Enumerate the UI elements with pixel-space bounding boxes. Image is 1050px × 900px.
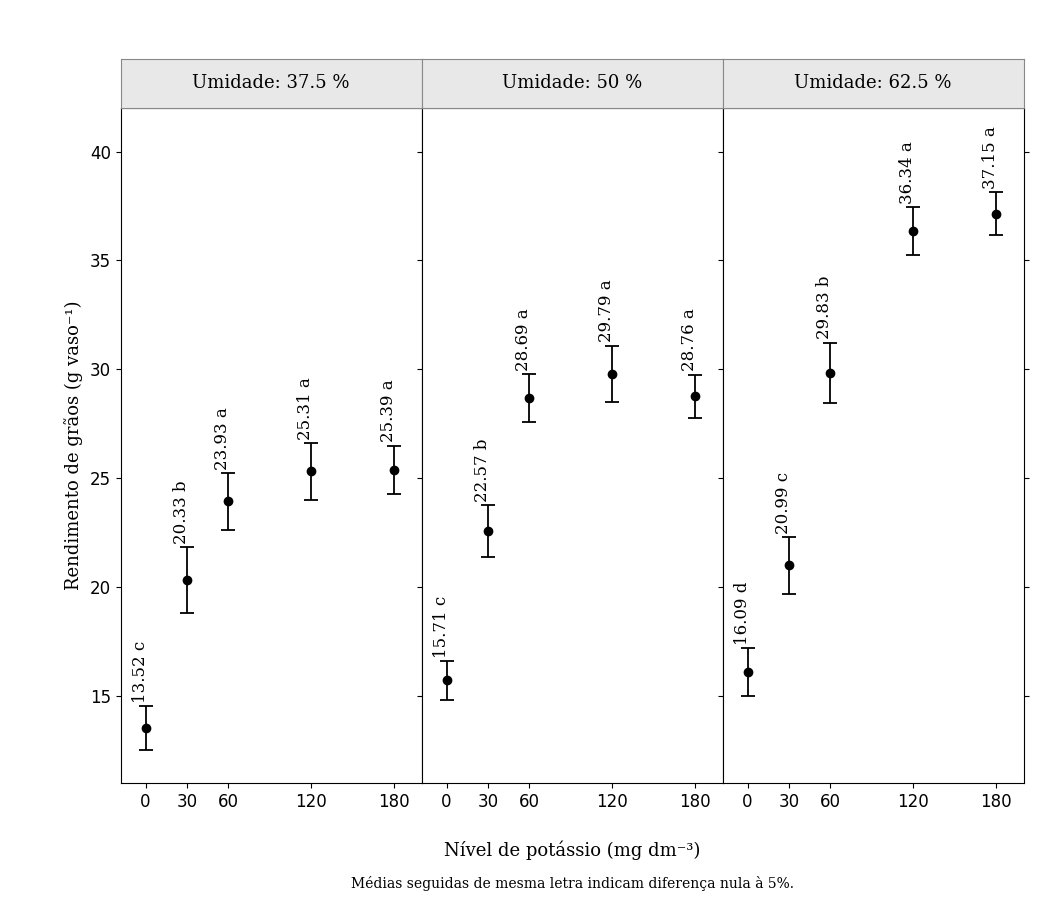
Text: Umidade: 62.5 %: Umidade: 62.5 %	[795, 75, 952, 93]
Text: Nível de potássio (mg dm⁻³): Nível de potássio (mg dm⁻³)	[444, 841, 700, 860]
Text: 15.71 c: 15.71 c	[433, 595, 449, 658]
Text: 13.52 c: 13.52 c	[131, 641, 149, 703]
Text: 28.69 a: 28.69 a	[516, 308, 532, 371]
Text: 22.57 b: 22.57 b	[474, 438, 491, 501]
Y-axis label: Rendimento de grãos (g vaso⁻¹): Rendimento de grãos (g vaso⁻¹)	[64, 301, 83, 590]
Text: 23.93 a: 23.93 a	[214, 407, 231, 470]
Text: 25.39 a: 25.39 a	[380, 380, 397, 443]
Text: Umidade: 37.5 %: Umidade: 37.5 %	[192, 75, 350, 93]
Text: 37.15 a: 37.15 a	[982, 126, 1000, 189]
Text: 20.99 c: 20.99 c	[775, 472, 792, 534]
Text: 25.31 a: 25.31 a	[297, 377, 314, 440]
Text: 16.09 d: 16.09 d	[734, 581, 751, 645]
Text: 29.83 b: 29.83 b	[817, 275, 834, 339]
Text: Médias seguidas de mesma letra indicam diferença nula à 5%.: Médias seguidas de mesma letra indicam d…	[351, 877, 794, 891]
Text: 36.34 a: 36.34 a	[899, 141, 917, 204]
Text: 20.33 b: 20.33 b	[173, 481, 190, 544]
Text: Umidade: 50 %: Umidade: 50 %	[502, 75, 643, 93]
Text: 29.79 a: 29.79 a	[598, 280, 615, 342]
Text: 28.76 a: 28.76 a	[681, 309, 698, 371]
